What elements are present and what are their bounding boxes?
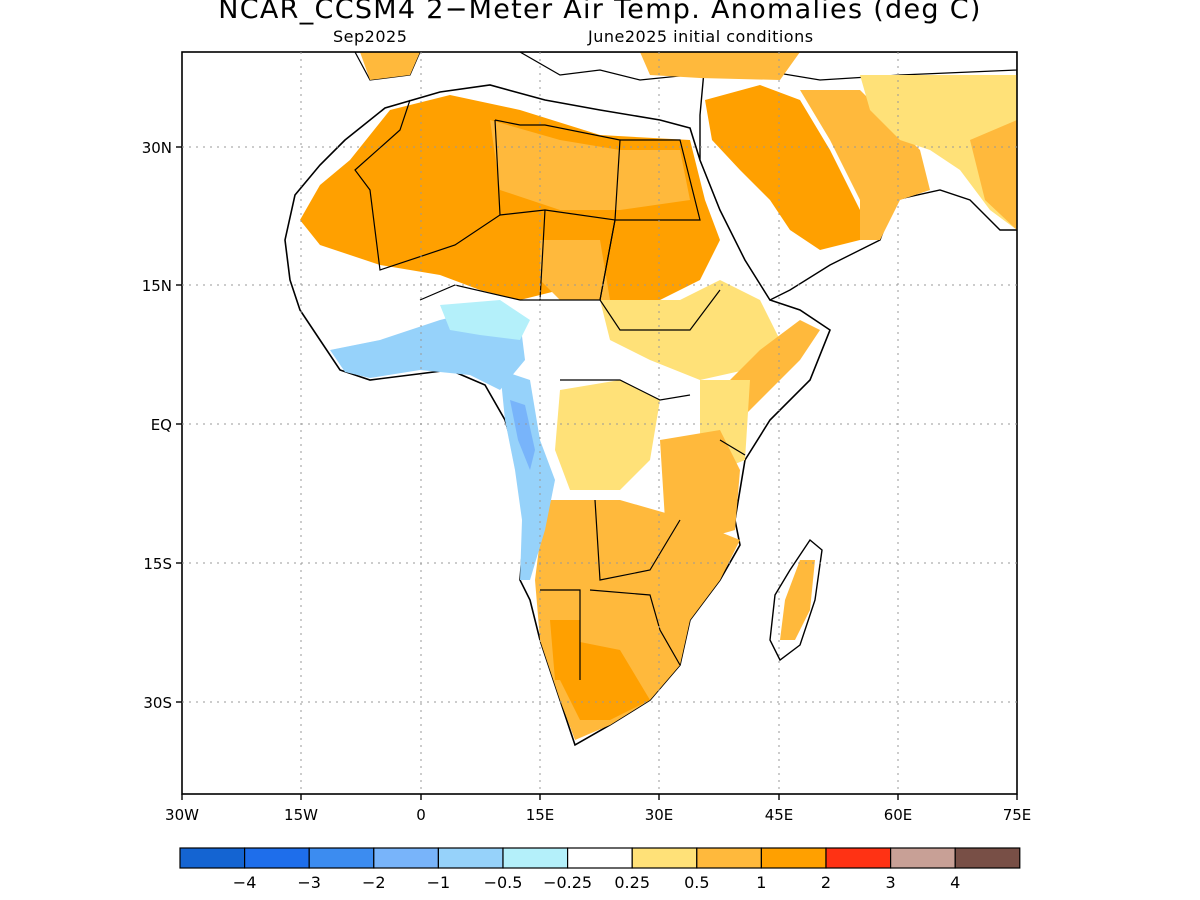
lat-label: EQ <box>151 416 172 434</box>
legend-swatch <box>631 847 698 869</box>
anomaly-shading <box>300 52 1017 740</box>
legend-label: 2 <box>821 873 831 892</box>
legend-label: −0.5 <box>484 873 523 892</box>
legend-label: 4 <box>950 873 960 892</box>
legend-label: −0.25 <box>543 873 592 892</box>
lon-label: 30W <box>165 806 199 824</box>
gridlines <box>182 52 1017 794</box>
legend-label: 1 <box>756 873 766 892</box>
legend-label: −4 <box>233 873 257 892</box>
map-subtitle-initial-conditions: June2025 initial conditions <box>588 27 814 46</box>
legend-swatch <box>825 847 892 869</box>
lon-label: 15W <box>284 806 318 824</box>
legend-label: −3 <box>297 873 321 892</box>
lon-label: 45E <box>765 806 794 824</box>
lon-label: 60E <box>884 806 913 824</box>
color-legend: −4 −3 −2 −1 −0.5 −0.25 0.25 0.5 1 2 3 4 <box>179 847 1021 892</box>
legend-swatch <box>566 847 633 869</box>
legend-label: −2 <box>362 873 386 892</box>
lon-label: 15E <box>526 806 555 824</box>
longitude-labels: 30W 15W 0 15E 30E 45E 60E 75E <box>165 806 1031 824</box>
legend-label: 0.5 <box>684 873 709 892</box>
legend-swatch <box>502 847 569 869</box>
legend-label: 0.25 <box>614 873 650 892</box>
map-subtitle-date: Sep2025 <box>333 27 408 46</box>
legend-swatch <box>437 847 504 869</box>
lat-label: 15S <box>143 555 172 573</box>
lat-label: 30S <box>143 694 172 712</box>
country-borders <box>354 99 746 680</box>
legend-swatch <box>760 847 827 869</box>
lon-label: 75E <box>1003 806 1032 824</box>
lon-label: 0 <box>416 806 426 824</box>
map-field <box>284 52 1017 747</box>
map-frame <box>181 51 1018 795</box>
legend-swatch <box>179 847 246 869</box>
legend-label: 3 <box>886 873 896 892</box>
legend-swatch <box>889 847 956 869</box>
map-title: NCAR_CCSM4 2−Meter Air Temp. Anomalies (… <box>218 0 982 25</box>
legend-swatch <box>244 847 310 869</box>
axis-ticks <box>176 146 1018 800</box>
lat-label: 15N <box>142 277 172 295</box>
legend-label: −1 <box>427 873 451 892</box>
legend-swatch <box>373 847 439 869</box>
latitude-labels: 30N 15N EQ 15S 30S <box>142 139 172 712</box>
legend-swatch <box>954 847 1021 869</box>
lat-label: 30N <box>142 139 172 157</box>
lon-label: 30E <box>645 806 674 824</box>
legend-swatch <box>696 847 762 869</box>
legend-swatch <box>308 847 375 869</box>
